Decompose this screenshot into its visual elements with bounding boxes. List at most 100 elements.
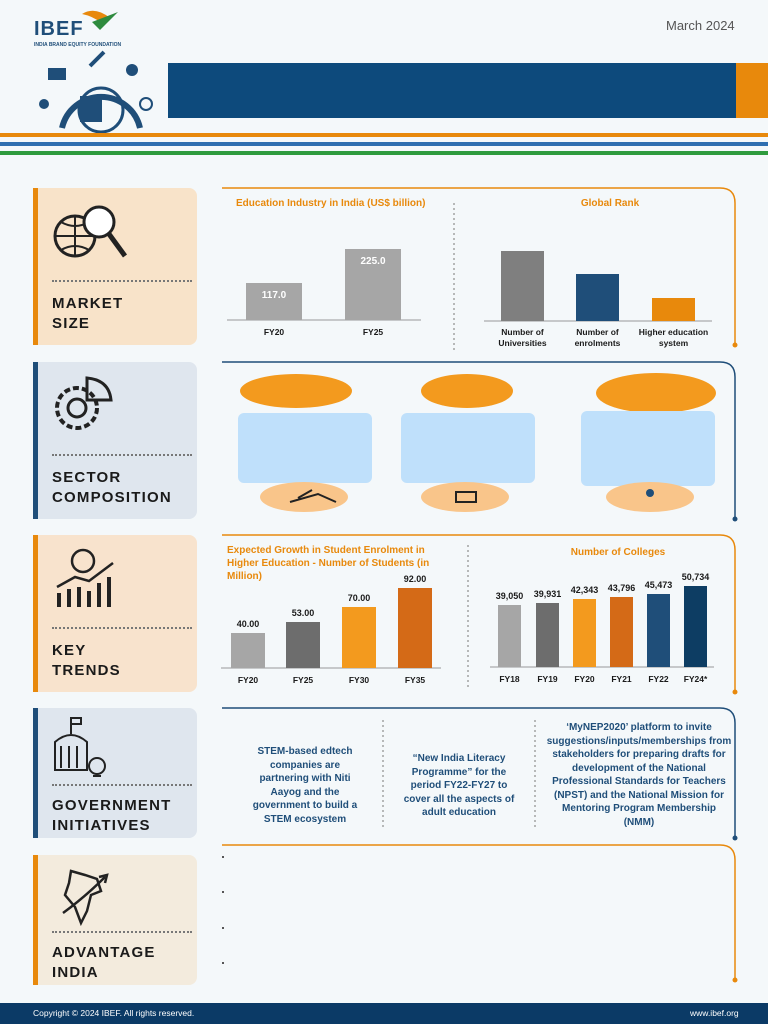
initiative: ‘MyNEP2020’ platform to invite suggestio… <box>546 722 732 828</box>
section-tab: SECTOR COMPOSITION <box>33 362 197 519</box>
bar <box>652 297 695 321</box>
divider <box>52 931 192 933</box>
x-tick-label: FY30 <box>348 675 370 685</box>
stripe <box>0 142 768 146</box>
frame <box>222 844 736 980</box>
accent <box>33 362 38 519</box>
icon <box>646 489 654 497</box>
bar <box>498 604 521 667</box>
x-tick-label: Higher education system <box>638 327 709 348</box>
bullet <box>222 891 224 893</box>
initiative: “New India Literacy Programme” for the p… <box>403 753 515 818</box>
chart-title: Education Industry in India (US$ billion… <box>236 198 426 209</box>
frame-dot <box>732 835 738 841</box>
title-line: SECTOR <box>52 469 122 486</box>
section-tab: KEY TRENDS <box>33 535 197 692</box>
website: www.ibef.org <box>690 1008 739 1018</box>
x-tick-label: Number of Universities <box>498 327 547 348</box>
value-label: 39,931 <box>533 589 562 600</box>
stripe <box>0 133 768 137</box>
frame <box>222 361 736 519</box>
value-label: 40.00 <box>236 619 260 630</box>
frame <box>222 534 736 692</box>
date: March 2024 <box>666 18 735 33</box>
divider <box>52 454 192 456</box>
banner-accent <box>736 63 768 118</box>
frame-dot <box>732 977 738 983</box>
value-label: 42,343 <box>570 585 599 596</box>
frame-dot <box>732 689 738 695</box>
icon <box>289 489 337 503</box>
card-head <box>596 373 716 413</box>
bar <box>501 250 544 321</box>
frame <box>222 187 736 345</box>
logo-circle <box>77 86 125 134</box>
value-label: 45,473 <box>644 580 673 591</box>
section-title: KEY TRENDS <box>52 641 121 681</box>
chart-title: Expected Growth in Student Enrolment in … <box>227 545 430 582</box>
bar <box>246 283 302 320</box>
title-line: SIZE <box>52 315 91 332</box>
logo-icon <box>139 97 153 111</box>
x-tick-label: FY19 <box>537 674 558 684</box>
x-tick-label: FY25 <box>362 327 384 337</box>
bar <box>536 603 559 667</box>
frame-dot <box>732 342 738 348</box>
logo-subtitle: INDIA BRAND EQUITY FOUNDATION <box>34 42 122 48</box>
card-head <box>240 374 352 408</box>
accent <box>33 188 38 345</box>
icon <box>455 491 477 503</box>
value-label: 39,050 <box>495 590 524 601</box>
value-label: 70.00 <box>347 593 371 604</box>
logo-icon <box>88 50 106 68</box>
x-tick-label: FY25 <box>292 675 314 685</box>
section-tab: GOVERNMENT INITIATIVES <box>33 708 197 838</box>
icon <box>55 376 113 430</box>
section-title: MARKET SIZE <box>52 294 123 334</box>
title-line: GOVERNMENT <box>52 797 172 814</box>
copyright: Copyright © 2024 IBEF. All rights reserv… <box>33 1008 195 1018</box>
x-tick-label: FY18 <box>499 674 520 684</box>
logo-book <box>80 96 102 122</box>
divider <box>52 627 192 629</box>
bar <box>286 621 320 668</box>
section-tab: MARKET SIZE <box>33 188 197 345</box>
title-line: TRENDS <box>52 662 121 679</box>
accent <box>33 535 38 692</box>
x-tick-label: FY20 <box>237 675 259 685</box>
bullet <box>222 962 224 964</box>
logo-icon <box>126 64 138 76</box>
section-tab: ADVANTAGE INDIA <box>33 855 197 985</box>
x-tick-label: FY20 <box>574 674 595 684</box>
bar <box>398 587 432 668</box>
divider <box>52 280 192 282</box>
section-title: ADVANTAGE INDIA <box>52 943 156 983</box>
logo-icon <box>39 99 49 109</box>
logo: IBEF <box>34 18 84 40</box>
banner <box>168 63 736 118</box>
x-tick-label: FY20 <box>263 327 285 337</box>
value-label: 225.0 <box>360 256 386 268</box>
frame-dot <box>732 516 738 522</box>
card-icon <box>421 482 509 512</box>
frame <box>222 707 736 838</box>
x-tick-label: FY22 <box>648 674 669 684</box>
value-label: 117.0 <box>261 290 287 302</box>
title-line: KEY <box>52 642 87 659</box>
divider <box>52 784 192 786</box>
logo-leaf <box>92 12 118 30</box>
bar <box>576 274 619 321</box>
bar <box>610 596 633 667</box>
section-title: GOVERNMENT INITIATIVES <box>52 796 172 836</box>
bar <box>573 599 596 667</box>
icon <box>54 717 106 777</box>
sector-cards <box>238 373 716 512</box>
x-tick-label: FY24* <box>683 674 708 684</box>
bullet <box>222 927 224 929</box>
chart-title: Global Rank <box>580 198 640 209</box>
chart-title: Number of Colleges <box>570 547 666 558</box>
bar <box>684 585 707 667</box>
title-line: ADVANTAGE <box>52 944 156 961</box>
value-label: 53.00 <box>291 607 315 618</box>
